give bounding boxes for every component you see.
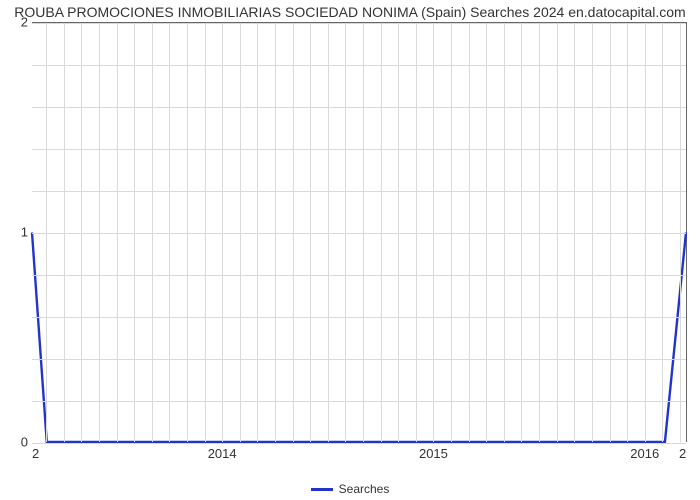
gridline-v <box>310 23 311 442</box>
gridline-v <box>240 23 241 442</box>
gridline-v <box>610 23 611 442</box>
gridline-v <box>64 23 65 442</box>
gridline-v <box>205 23 206 442</box>
gridline-h-minor <box>32 275 686 276</box>
gridline-v <box>592 23 593 442</box>
gridline-v <box>504 23 505 442</box>
gridline-h-minor <box>32 65 686 66</box>
plot-area <box>32 22 687 442</box>
gridline-v <box>469 23 470 442</box>
gridline-v <box>662 23 663 442</box>
gridline-v <box>99 23 100 442</box>
gridline-v <box>433 23 434 442</box>
gridline-v <box>222 23 223 442</box>
gridline-v <box>521 23 522 442</box>
gridline-h <box>32 23 686 24</box>
gridline-v <box>46 23 47 442</box>
gridline-h-minor <box>32 359 686 360</box>
gridline-v <box>328 23 329 442</box>
gridline-v <box>81 23 82 442</box>
gridline-h-minor <box>32 317 686 318</box>
gridline-v <box>345 23 346 442</box>
gridline-v <box>381 23 382 442</box>
x-tick-label: 2015 <box>419 446 448 461</box>
gridline-h-minor <box>32 107 686 108</box>
gridline-v <box>486 23 487 442</box>
gridline-h-minor <box>32 149 686 150</box>
y-tick-label: 0 <box>12 435 28 450</box>
gridline-h-minor <box>32 401 686 402</box>
gridline-v <box>574 23 575 442</box>
gridline-v <box>257 23 258 442</box>
gridline-v <box>645 23 646 442</box>
legend-swatch <box>311 488 333 491</box>
legend: Searches <box>0 482 700 496</box>
x-axis-end-label: 2 <box>679 446 686 461</box>
gridline-v <box>134 23 135 442</box>
gridline-v <box>627 23 628 442</box>
gridline-v <box>275 23 276 442</box>
x-tick-label: 2014 <box>208 446 237 461</box>
gridline-v <box>416 23 417 442</box>
gridline-v <box>187 23 188 442</box>
gridline-v <box>169 23 170 442</box>
legend-label: Searches <box>339 482 390 496</box>
gridline-v <box>680 23 681 442</box>
chart-title: ROUBA PROMOCIONES INMOBILIARIAS SOCIEDAD… <box>0 4 700 20</box>
gridline-h-minor <box>32 191 686 192</box>
gridline-h <box>32 233 686 234</box>
gridline-h <box>32 443 686 444</box>
gridline-v <box>539 23 540 442</box>
gridline-v <box>152 23 153 442</box>
gridline-v <box>293 23 294 442</box>
gridline-v <box>363 23 364 442</box>
y-tick-label: 2 <box>12 15 28 30</box>
chart-container: ROUBA PROMOCIONES INMOBILIARIAS SOCIEDAD… <box>0 0 700 500</box>
x-tick-label: 2016 <box>630 446 659 461</box>
gridline-v <box>117 23 118 442</box>
gridline-v <box>451 23 452 442</box>
y-tick-label: 1 <box>12 225 28 240</box>
gridline-v <box>398 23 399 442</box>
gridline-v <box>557 23 558 442</box>
x-axis-start-label: 2 <box>32 446 39 461</box>
